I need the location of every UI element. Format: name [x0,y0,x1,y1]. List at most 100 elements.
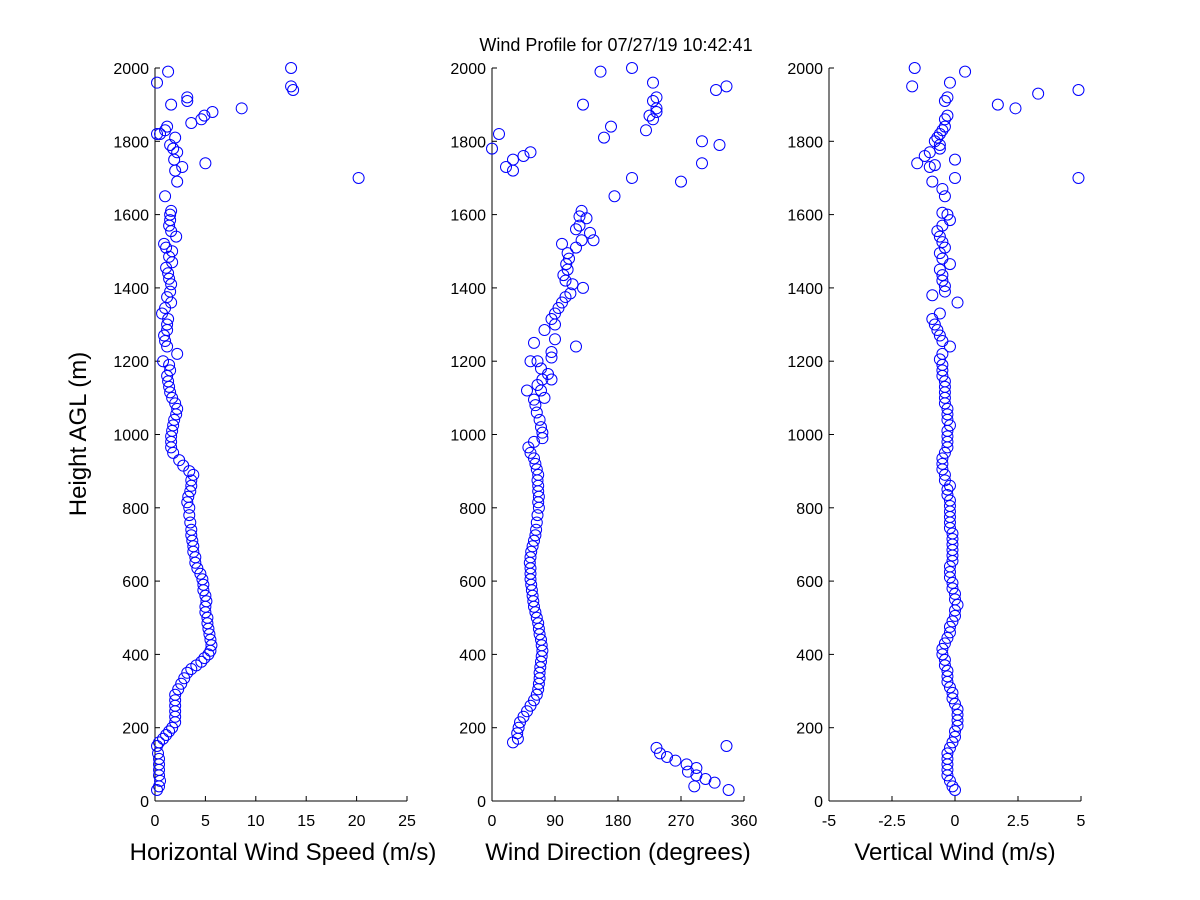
data-point-vertical [943,565,956,578]
y-tick-label-direction: 600 [459,574,486,591]
data-point-vertical [943,620,956,633]
data-point-vertical [943,741,956,754]
y-tick-label-direction: 1600 [450,208,486,225]
figure-title: Wind Profile for 07/27/19 10:42:41 [479,35,752,55]
data-point-speed [162,267,175,280]
data-point-speed [185,523,198,536]
data-point-direction [529,457,542,470]
data-point-direction [530,523,543,536]
data-point-vertical [943,419,956,432]
data-point-speed [160,729,173,742]
data-point-speed [195,113,208,126]
data-point-speed [166,245,179,258]
data-point-speed [200,595,213,608]
data-point-vertical [949,697,961,710]
data-point-vertical [949,587,961,600]
data-point-speed [181,666,194,679]
x-axis-label-speed: Horizontal Wind Speed (m/s) [130,839,437,866]
x-tick-label-speed: 5 [201,813,210,830]
data-point-vertical [991,98,1004,111]
x-tick-label-speed: 25 [398,813,416,830]
data-point-vertical [943,340,956,353]
data-point-vertical [938,380,951,393]
data-point-speed [162,65,175,78]
data-point-speed [194,567,207,580]
data-point-vertical [951,708,964,721]
data-point-vertical [943,494,956,507]
data-point-speed [199,157,212,170]
y-tick-label-direction: 1400 [450,281,486,298]
data-point-direction [500,160,512,173]
y-tick-label-speed: 1600 [113,208,149,225]
data-point-speed [196,573,209,586]
data-point-vertical [938,637,951,650]
data-point-direction [525,545,538,558]
data-point-direction [605,120,617,133]
data-point-vertical [933,263,946,276]
data-point-vertical [938,474,951,487]
data-point-vertical [933,329,946,342]
data-point-direction [528,435,540,448]
data-point-speed [159,124,172,137]
data-point-direction [570,223,582,236]
panel-wind-direction: 0 200 400 600 800 1000 1200 1400 1600 1800 2000 0 90… [450,61,757,866]
data-point-speed [235,102,248,115]
data-point-direction [507,164,519,177]
data-point-vertical [928,159,941,172]
data-point-speed [175,677,188,690]
x-tick-label-vertical: -5 [822,813,836,830]
x-tick-label-speed: 20 [348,813,366,830]
data-point-vertical [946,532,959,545]
data-point-speed [172,683,185,696]
data-point-vertical [943,560,956,573]
data-point-vertical [949,730,961,743]
data-point-vertical [946,780,959,793]
x-tick-label-direction: 90 [546,813,564,830]
data-point-speed [184,516,197,529]
data-point-vertical [936,364,949,377]
data-point-vertical [926,175,939,188]
data-point-vertical [933,230,946,243]
data-point-direction [511,727,524,740]
data-point-direction [538,324,551,337]
data-point-speed [158,237,171,250]
data-point-direction [608,190,621,203]
y-tick-label-vertical: 400 [796,647,823,664]
data-point-direction [573,210,586,223]
data-point-vertical [908,62,921,74]
data-point-direction [530,516,543,529]
data-point-speed [169,131,182,144]
data-point-direction [650,91,663,104]
x-tick-label-direction: 180 [605,813,632,830]
data-point-speed [182,490,195,503]
data-point-direction [650,741,663,754]
data-point-direction [524,146,537,159]
data-point-speed [164,138,177,151]
data-point-vertical [946,582,959,595]
data-point-direction [647,76,659,89]
data-point-speed [159,190,172,203]
y-tick-label-speed: 1000 [113,428,149,445]
data-point-vertical [938,241,951,254]
data-point-speed [158,329,171,342]
data-point-vertical [911,157,924,170]
data-point-vertical [946,527,959,540]
data-point-speed [151,76,164,89]
data-point-speed [171,347,184,360]
y-tick-label-vertical: 1800 [787,134,823,151]
data-point-vertical [938,468,951,481]
data-point-direction [530,611,543,624]
data-point-speed [163,358,176,371]
x-tick-label-vertical: 2.5 [1007,813,1029,830]
data-point-speed [164,214,177,227]
data-point-direction [661,751,673,764]
data-point-direction [549,333,561,346]
data-point-vertical [943,499,956,512]
data-point-speed [181,94,194,107]
data-point-speed [171,175,184,188]
data-point-vertical [938,190,951,203]
data-point-vertical [943,258,956,271]
data-point-vertical [941,747,954,760]
panel-horizontal-speed: 0 200 400 600 800 1000 1200 1400 1600 1800 2000 0 5 1… [113,61,436,866]
y-tick-label-speed: 800 [122,501,149,518]
